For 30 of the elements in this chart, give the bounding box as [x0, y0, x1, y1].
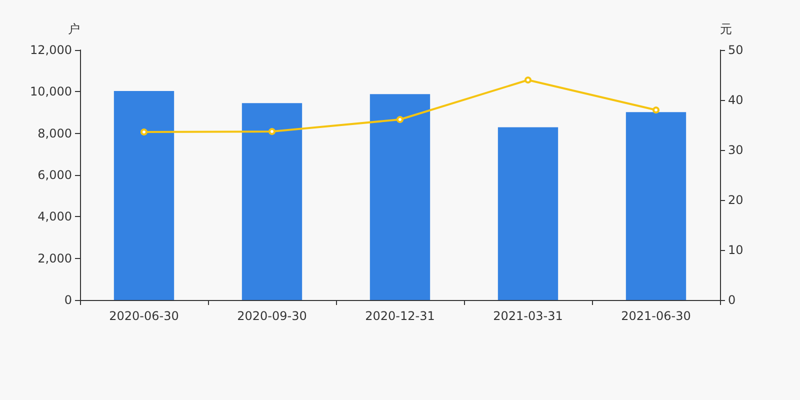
x-tick-label: 2020-09-30: [237, 309, 307, 323]
y2-tick-label: 10: [728, 243, 744, 257]
y2-tick-label: 0: [728, 293, 736, 307]
y-axis-title: 户: [68, 22, 80, 36]
y2-tick-label: 30: [728, 143, 744, 157]
y-tick-label: 6,000: [38, 168, 72, 182]
x-tick-label: 2020-06-30: [109, 309, 179, 323]
y-tick-label: 2,000: [38, 251, 72, 266]
bar: [626, 112, 686, 300]
y-tick-label: 10,000: [30, 84, 72, 99]
point: [524, 76, 532, 84]
point: [396, 116, 404, 123]
bar: [498, 127, 558, 300]
x-tick-label: 2021-06-30: [621, 309, 691, 323]
point: [652, 106, 660, 114]
bar: [370, 94, 430, 300]
y2-tick-label: 50: [728, 43, 744, 57]
y2-tick-label: 20: [728, 193, 744, 207]
y-tick-label: 4,000: [38, 210, 72, 224]
y2-axis-title: 元: [720, 22, 732, 36]
point: [140, 128, 148, 136]
y2-tick-label: 40: [728, 93, 744, 107]
point: [268, 128, 276, 135]
x-tick-label: 2021-03-31: [493, 309, 563, 323]
bar: [114, 91, 174, 300]
x-tick-label: 2020-12-31: [365, 309, 435, 323]
bar: [242, 103, 302, 300]
y-tick-label: 8,000: [38, 126, 72, 140]
y-tick-label: 12,000: [30, 43, 72, 57]
y-tick-label: 0: [64, 293, 72, 307]
